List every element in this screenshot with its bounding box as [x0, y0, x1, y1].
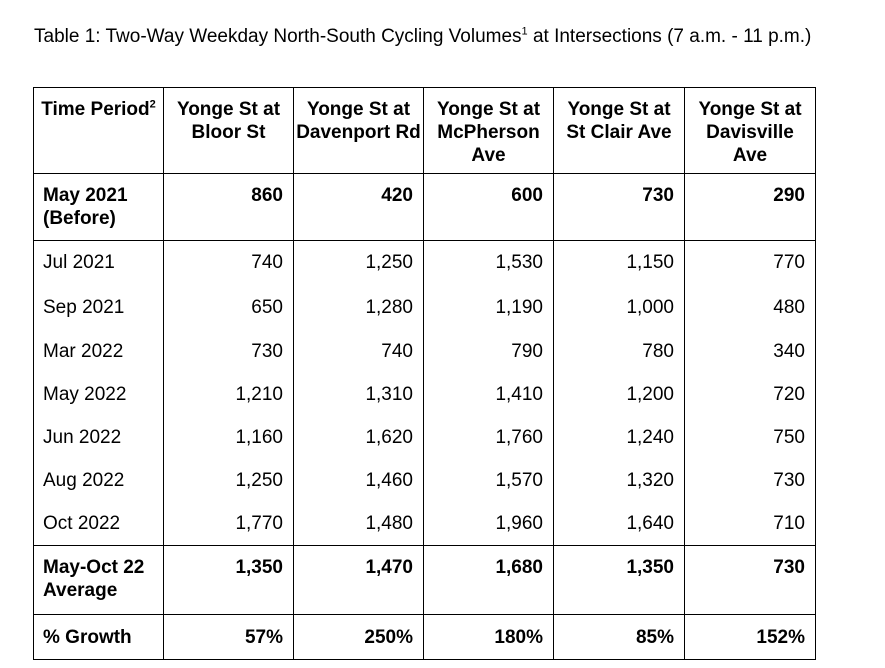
table-row: Jun 2022 1,160 1,620 1,760 1,240 750	[33, 416, 816, 459]
header-time-period: Time Period2	[33, 87, 164, 174]
cell-value: 1,680	[423, 545, 554, 615]
cell-value: 480	[684, 284, 816, 330]
cell-value: 1,190	[423, 284, 554, 330]
cell-value: 340	[684, 330, 816, 373]
table-row-growth: % Growth 57% 250% 180% 85% 152%	[33, 614, 816, 660]
cell-value: 180%	[423, 614, 554, 660]
cell-value: 1,530	[423, 240, 554, 284]
table-row: May 2022 1,210 1,310 1,410 1,200 720	[33, 373, 816, 416]
cell-value: 1,770	[163, 502, 294, 546]
cell-value: 740	[293, 330, 424, 373]
cell-value: 650	[163, 284, 294, 330]
cell-value: 710	[684, 502, 816, 546]
cell-value: 780	[553, 330, 685, 373]
cell-value: 1,960	[423, 502, 554, 546]
cell-value: 1,350	[163, 545, 294, 615]
header-st-clair: Yonge St at St Clair Ave	[553, 87, 685, 174]
cell-value: 1,410	[423, 373, 554, 416]
row-period: % Growth	[33, 614, 164, 660]
cell-value: 85%	[553, 614, 685, 660]
table-row: Sep 2021 650 1,280 1,190 1,000 480	[33, 284, 816, 330]
cell-value: 1,150	[553, 240, 685, 284]
cycling-volumes-table: Time Period2 Yonge St at Bloor St Yonge …	[33, 87, 816, 660]
cell-value: 730	[553, 173, 685, 241]
table-caption: Table 1: Two-Way Weekday North-South Cyc…	[34, 26, 814, 47]
row-period: Sep 2021	[33, 284, 164, 330]
cell-value: 1,210	[163, 373, 294, 416]
cell-value: 57%	[163, 614, 294, 660]
cell-value: 1,470	[293, 545, 424, 615]
cell-value: 290	[684, 173, 816, 241]
cell-value: 730	[163, 330, 294, 373]
caption-text: Table 1: Two-Way Weekday North-South Cyc…	[34, 26, 522, 47]
cell-value: 1,760	[423, 416, 554, 459]
row-period: May 2022	[33, 373, 164, 416]
cell-value: 152%	[684, 614, 816, 660]
cell-value: 750	[684, 416, 816, 459]
cell-value: 1,620	[293, 416, 424, 459]
table-header-row: Time Period2 Yonge St at Bloor St Yonge …	[33, 87, 816, 174]
cell-value: 1,350	[553, 545, 685, 615]
cell-value: 1,280	[293, 284, 424, 330]
cell-value: 790	[423, 330, 554, 373]
header-footnote-marker: 2	[149, 98, 156, 111]
header-time-period-label: Time Period	[41, 99, 150, 120]
header-mcpherson: Yonge St at McPherson Ave	[423, 87, 554, 174]
cell-value: 730	[684, 545, 816, 615]
cell-value: 770	[684, 240, 816, 284]
cell-value: 1,460	[293, 459, 424, 502]
row-period: May 2021 (Before)	[33, 173, 164, 241]
cell-value: 1,200	[553, 373, 685, 416]
row-period: Jun 2022	[33, 416, 164, 459]
cell-value: 730	[684, 459, 816, 502]
cell-value: 600	[423, 173, 554, 241]
table-row-before: May 2021 (Before) 860 420 600 730 290	[33, 173, 816, 241]
cell-value: 740	[163, 240, 294, 284]
cell-value: 720	[684, 373, 816, 416]
caption-footnote-marker: 1	[521, 25, 528, 38]
row-period: Aug 2022	[33, 459, 164, 502]
row-period: Jul 2021	[33, 240, 164, 284]
table-row: Jul 2021 740 1,250 1,530 1,150 770	[33, 240, 816, 284]
row-period: Mar 2022	[33, 330, 164, 373]
cell-value: 1,310	[293, 373, 424, 416]
cell-value: 1,320	[553, 459, 685, 502]
header-davenport: Yonge St at Davenport Rd	[293, 87, 424, 174]
cell-value: 1,640	[553, 502, 685, 546]
header-bloor: Yonge St at Bloor St	[163, 87, 294, 174]
cell-value: 1,000	[553, 284, 685, 330]
cell-value: 250%	[293, 614, 424, 660]
cell-value: 420	[293, 173, 424, 241]
cell-value: 1,570	[423, 459, 554, 502]
caption-text-after: at Intersections (7 a.m. - 11 p.m.)	[527, 26, 812, 47]
table-row: Aug 2022 1,250 1,460 1,570 1,320 730	[33, 459, 816, 502]
cell-value: 1,250	[163, 459, 294, 502]
row-period: Oct 2022	[33, 502, 164, 546]
table-row: Mar 2022 730 740 790 780 340	[33, 330, 816, 373]
cell-value: 1,240	[553, 416, 685, 459]
row-period: May-Oct 22 Average	[33, 545, 164, 615]
header-davisville: Yonge St at Davisville Ave	[684, 87, 816, 174]
cell-value: 860	[163, 173, 294, 241]
cell-value: 1,160	[163, 416, 294, 459]
table-row: Oct 2022 1,770 1,480 1,960 1,640 710	[33, 502, 816, 546]
cell-value: 1,480	[293, 502, 424, 546]
cell-value: 1,250	[293, 240, 424, 284]
table-row-average: May-Oct 22 Average 1,350 1,470 1,680 1,3…	[33, 545, 816, 615]
